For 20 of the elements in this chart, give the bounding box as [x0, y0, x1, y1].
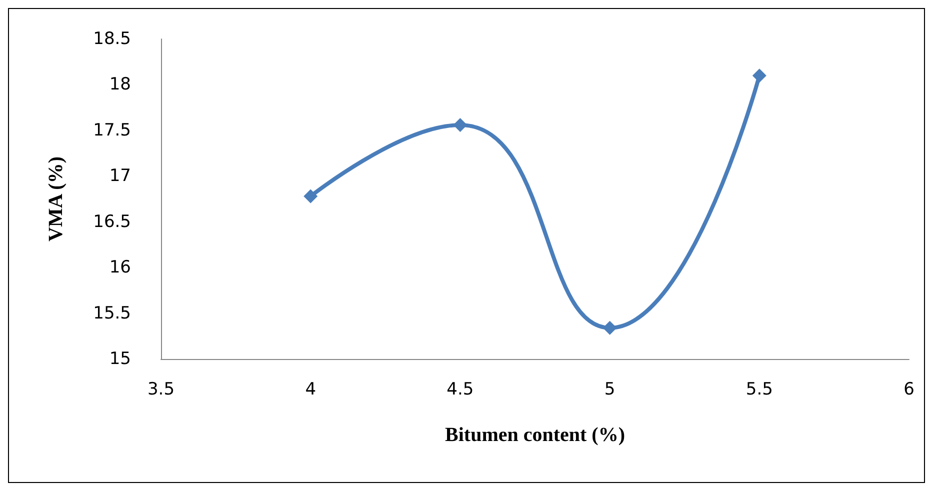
y-tick-label: 15 — [109, 349, 131, 369]
x-tick-label: 6 — [904, 380, 914, 400]
y-tick-label: 15.5 — [93, 303, 131, 324]
y-tick-label: 16 — [109, 258, 131, 278]
y-axis-title: VMA (%) — [45, 156, 67, 242]
y-tick-label: 18 — [109, 74, 131, 95]
x-tick-label: 3.5 — [147, 380, 175, 400]
x-tick-label: 4.5 — [446, 380, 474, 400]
x-tick-label: 5.5 — [746, 380, 773, 400]
x-axis-title: Bitumen content (%) — [445, 424, 625, 446]
y-tick-label: 16.5 — [93, 212, 131, 232]
point — [304, 189, 318, 204]
point — [602, 320, 617, 335]
y-tick-label: 17.5 — [93, 120, 131, 140]
point — [752, 68, 766, 83]
y-tick-label: 17 — [109, 166, 131, 186]
x-tick-label: 4 — [305, 380, 316, 400]
x-tick-label: 5 — [604, 380, 616, 400]
y-tick-label: 18.5 — [93, 29, 131, 49]
point — [453, 118, 468, 132]
